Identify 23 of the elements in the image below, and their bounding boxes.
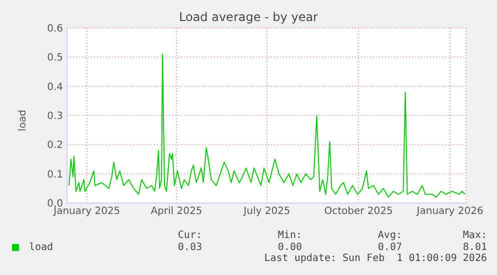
text: Avg:: [376, 230, 402, 241]
line-series: [68, 54, 466, 198]
y-tick-label: 0.5: [47, 52, 63, 64]
x-tick-label: July 2025: [242, 206, 290, 218]
x-tick-label: October 2025: [324, 206, 393, 218]
legend-label: load: [29, 242, 54, 253]
text: 0.00: [276, 242, 302, 253]
y-tick-label: 0.2: [47, 140, 63, 152]
text: 8.01: [462, 242, 487, 253]
text: 0.03: [176, 242, 202, 253]
text: Last update: Sun Feb 1 01:00:09 2026: [263, 253, 487, 264]
y-tick-label: 0.1: [47, 169, 63, 180]
y-tick-label: 0.6: [47, 24, 63, 35]
x-tick-label: January 2026: [416, 206, 484, 218]
text: 0.07: [376, 242, 402, 253]
chart-title: Load average - by year: [178, 10, 319, 24]
y-tick-label: 0.4: [47, 82, 63, 93]
text: Cur:: [176, 230, 202, 241]
text: Min:: [276, 230, 302, 241]
y-tick-label: 0.3: [47, 111, 63, 122]
x-tick-label: April 2025: [150, 206, 202, 218]
y-axis-title: load: [18, 108, 28, 134]
text: Max:: [462, 230, 487, 241]
